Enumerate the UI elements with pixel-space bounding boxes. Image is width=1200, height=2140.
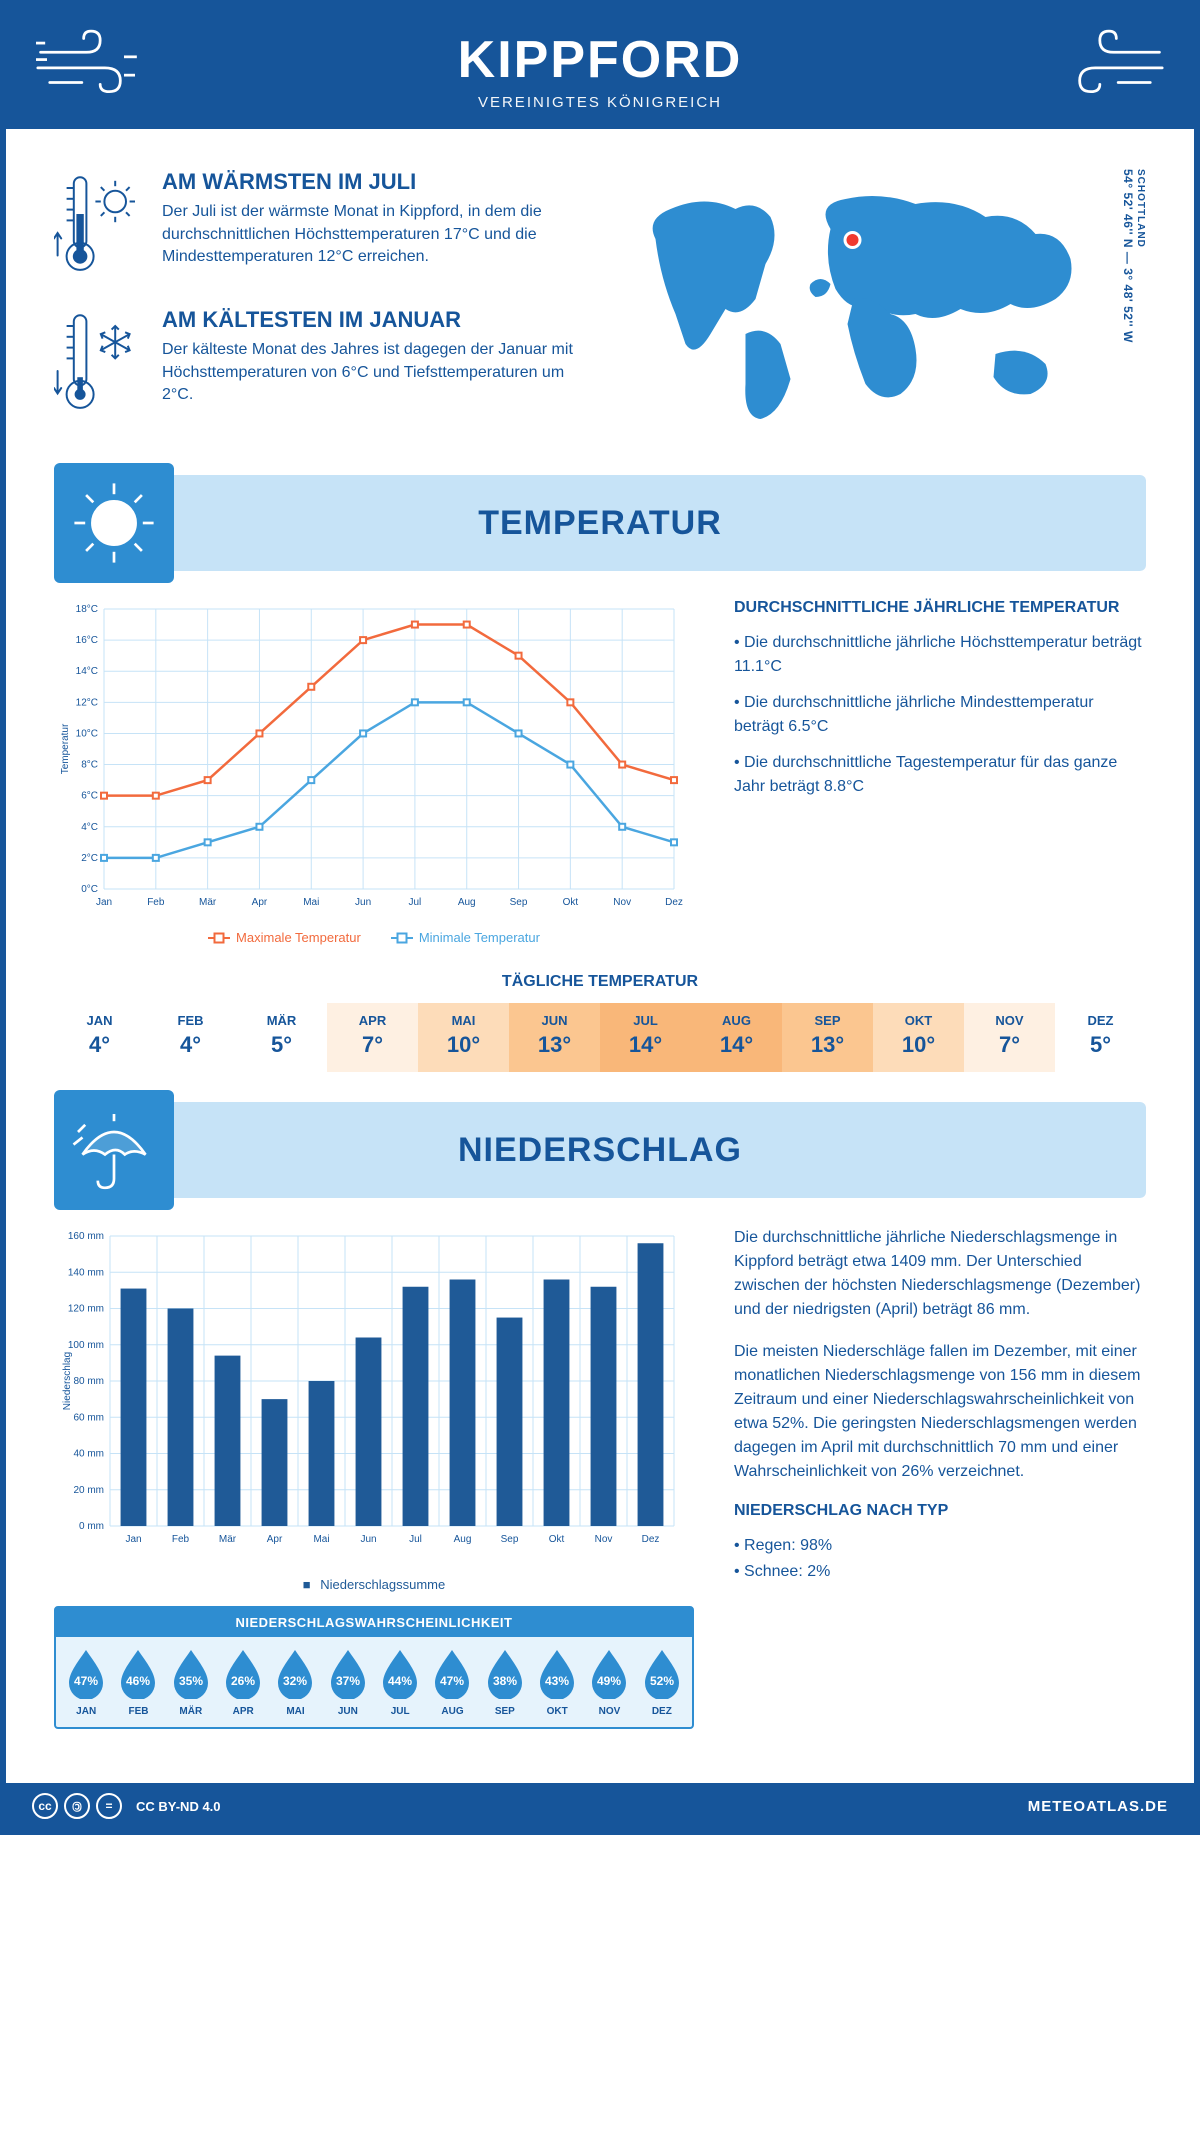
svg-text:Sep: Sep [501, 1534, 519, 1545]
temperature-chart: 0°C 2°C 4°C 6°C 8°C 10°C 12°C 14°C 16°C 18°C Jan Fe… [54, 599, 694, 945]
svg-text:8°C: 8°C [81, 760, 98, 771]
svg-text:40 mm: 40 mm [73, 1449, 104, 1460]
svg-text:Jul: Jul [409, 897, 422, 908]
svg-text:Feb: Feb [147, 897, 165, 908]
page-subtitle: VEREINIGTES KÖNIGREICH [6, 94, 1194, 111]
fact-text: Der kälteste Monat des Jahres ist dagege… [162, 339, 574, 407]
daily-temperature-table: JANFEBMÄRAPRMAIJUNJULAUGSEPOKTNOVDEZ4°4°… [54, 1003, 1146, 1072]
section-heading: TEMPERATUR [54, 504, 1146, 543]
license-text: CC BY-ND 4.0 [136, 1799, 221, 1814]
svg-text:Mär: Mär [219, 1534, 237, 1545]
thermometer-snow-icon [54, 307, 144, 417]
svg-text:80 mm: 80 mm [73, 1376, 104, 1387]
world-map: SCHOTTLAND 54° 52' 46'' N — 3° 48' 52'' … [610, 169, 1146, 445]
thermometer-sun-icon [54, 169, 144, 279]
svg-text:100 mm: 100 mm [68, 1340, 104, 1351]
svg-text:Okt: Okt [549, 1534, 565, 1545]
svg-text:0 mm: 0 mm [79, 1521, 104, 1532]
svg-text:Aug: Aug [454, 1534, 472, 1545]
header: KIPPFORD VEREINIGTES KÖNIGREICH [6, 6, 1194, 129]
svg-text:35%: 35% [179, 1674, 203, 1688]
svg-text:6°C: 6°C [81, 791, 98, 802]
fact-warmest: AM WÄRMSTEN IM JULI Der Juli ist der wär… [54, 169, 574, 279]
map-svg [610, 169, 1121, 429]
svg-text:20 mm: 20 mm [73, 1485, 104, 1496]
svg-text:44%: 44% [388, 1674, 412, 1688]
svg-text:14°C: 14°C [76, 666, 98, 677]
svg-text:Aug: Aug [458, 897, 476, 908]
precipitation-chart: 0 mm 20 mm 40 mm 60 mm 80 mm 100 mm 120 mm 140 … [54, 1226, 694, 1729]
svg-text:Okt: Okt [563, 897, 579, 908]
svg-text:Mai: Mai [313, 1534, 329, 1545]
svg-text:47%: 47% [74, 1674, 98, 1688]
section-precipitation: NIEDERSCHLAG [54, 1102, 1146, 1198]
svg-text:Jan: Jan [96, 897, 112, 908]
chart-legend: ■ Niederschlagssumme [54, 1577, 694, 1592]
svg-text:Mai: Mai [303, 897, 319, 908]
site-name: METEOATLAS.DE [1028, 1798, 1168, 1815]
daily-temp-heading: TÄGLICHE TEMPERATUR [54, 973, 1146, 991]
svg-text:Feb: Feb [172, 1534, 190, 1545]
cc-icons: cc🄯= [32, 1793, 122, 1819]
svg-text:4°C: 4°C [81, 822, 98, 833]
temperature-summary: DURCHSCHNITTLICHE JÄHRLICHE TEMPERATUR •… [734, 599, 1146, 945]
infographic-frame: KIPPFORD VEREINIGTES KÖNIGREICH [0, 0, 1200, 1835]
svg-text:10°C: 10°C [76, 728, 98, 739]
umbrella-icon [54, 1090, 174, 1210]
fact-title: AM WÄRMSTEN IM JULI [162, 169, 574, 195]
svg-text:32%: 32% [283, 1674, 307, 1688]
svg-text:Jun: Jun [360, 1534, 376, 1545]
svg-text:38%: 38% [493, 1674, 517, 1688]
svg-text:Nov: Nov [595, 1534, 613, 1545]
section-temperature: TEMPERATUR [54, 475, 1146, 571]
svg-text:2°C: 2°C [81, 853, 98, 864]
svg-text:16°C: 16°C [76, 635, 98, 646]
svg-text:43%: 43% [545, 1674, 569, 1688]
svg-text:Mär: Mär [199, 897, 217, 908]
svg-text:Dez: Dez [665, 897, 683, 908]
svg-text:18°C: 18°C [76, 604, 98, 615]
svg-text:46%: 46% [126, 1674, 150, 1688]
svg-text:0°C: 0°C [81, 884, 98, 895]
svg-text:Temperatur: Temperatur [60, 723, 71, 774]
section-heading: NIEDERSCHLAG [54, 1131, 1146, 1170]
footer: cc🄯= CC BY-ND 4.0 METEOATLAS.DE [6, 1783, 1194, 1829]
fact-coldest: AM KÄLTESTEN IM JANUAR Der kälteste Mona… [54, 307, 574, 417]
svg-text:47%: 47% [440, 1674, 464, 1688]
fact-text: Der Juli ist der wärmste Monat in Kippfo… [162, 201, 574, 269]
svg-text:Nov: Nov [613, 897, 631, 908]
svg-text:26%: 26% [231, 1674, 255, 1688]
svg-text:Jan: Jan [125, 1534, 141, 1545]
svg-text:60 mm: 60 mm [73, 1412, 104, 1423]
svg-text:49%: 49% [597, 1674, 621, 1688]
svg-text:Jul: Jul [409, 1534, 422, 1545]
precipitation-summary: Die durchschnittliche jährliche Niedersc… [734, 1226, 1146, 1729]
svg-text:140 mm: 140 mm [68, 1267, 104, 1278]
sun-icon [54, 463, 174, 583]
svg-text:Niederschlag: Niederschlag [62, 1352, 73, 1410]
chart-legend: Maximale Temperatur Minimale Temperatur [54, 930, 694, 945]
fact-title: AM KÄLTESTEN IM JANUAR [162, 307, 574, 333]
svg-text:Sep: Sep [510, 897, 528, 908]
svg-text:Dez: Dez [642, 1534, 660, 1545]
svg-text:Apr: Apr [252, 897, 268, 908]
svg-text:37%: 37% [336, 1674, 360, 1688]
svg-text:160 mm: 160 mm [68, 1231, 104, 1242]
svg-text:Jun: Jun [355, 897, 371, 908]
svg-text:12°C: 12°C [76, 697, 98, 708]
svg-text:Apr: Apr [267, 1534, 283, 1545]
svg-text:52%: 52% [650, 1674, 674, 1688]
coords: SCHOTTLAND 54° 52' 46'' N — 3° 48' 52'' … [1121, 169, 1146, 343]
svg-text:120 mm: 120 mm [68, 1304, 104, 1315]
precipitation-probability: NIEDERSCHLAGSWAHRSCHEINLICHKEIT 47% JAN … [54, 1606, 694, 1729]
page-title: KIPPFORD [6, 30, 1194, 90]
